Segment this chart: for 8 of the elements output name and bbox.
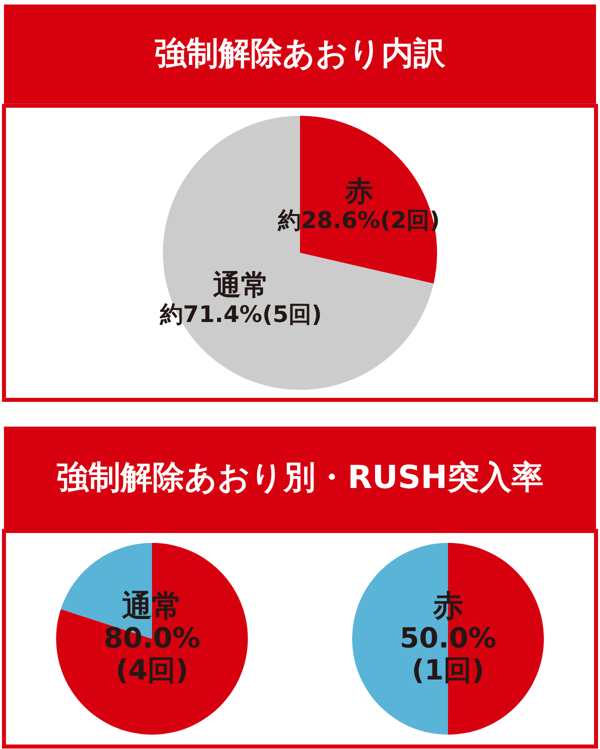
data-label: 80.0% (4回)	[104, 622, 200, 686]
chart-title: 強制解除あおり内訳	[154, 36, 446, 72]
slice-label: 赤	[344, 174, 373, 208]
data-label: 約71.4%(5回)	[159, 302, 322, 328]
pie-slice	[300, 116, 438, 284]
chart-title: 強制解除あおり別・RUSH突入率	[56, 460, 544, 496]
pie-slice	[56, 542, 248, 734]
slice-label: 通常	[213, 268, 270, 302]
